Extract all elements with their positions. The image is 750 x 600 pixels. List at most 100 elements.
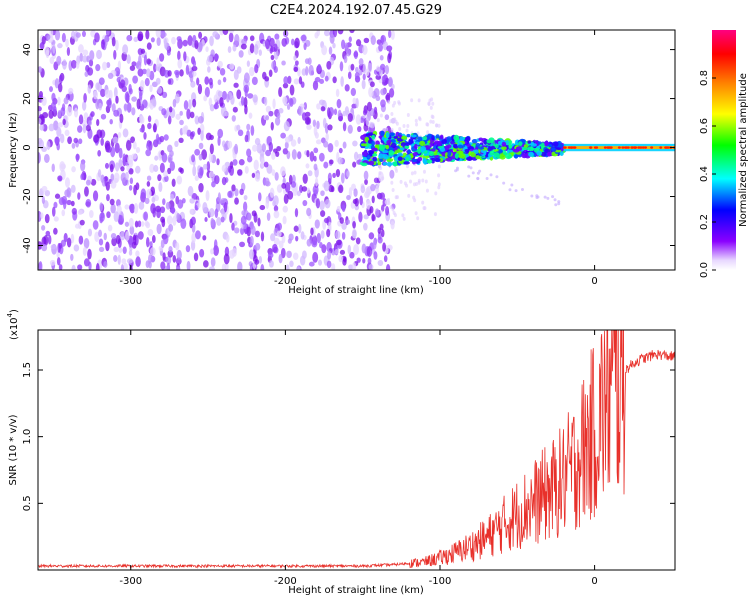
heatmap-cell xyxy=(53,227,58,235)
heatmap-cell xyxy=(426,130,430,135)
snr-y-label: SNR (10 * v/v) xyxy=(8,414,19,485)
snr-x-tick-label: 0 xyxy=(591,576,597,587)
heatmap-cell xyxy=(537,141,542,145)
heatmap-cell xyxy=(167,167,172,175)
heatmap-cell xyxy=(162,198,166,206)
heatmap-cell xyxy=(332,42,336,49)
heatmap-cell xyxy=(518,141,523,147)
heatmap-cell xyxy=(61,32,66,43)
heatmap-cell xyxy=(380,229,385,238)
heatmap-cell xyxy=(146,68,151,78)
heatmap-cell xyxy=(78,114,84,125)
heatmap-cell xyxy=(147,228,154,236)
heatmap-cell xyxy=(410,98,414,103)
heatmap-cell xyxy=(334,139,339,147)
heatmap-cell xyxy=(106,145,112,153)
heatmap-cell xyxy=(132,234,137,246)
heatmap-cell xyxy=(554,149,562,153)
heatmap-cell xyxy=(328,221,332,231)
heatmap-cell xyxy=(209,104,215,112)
heatmap-cell xyxy=(317,63,322,72)
heatmap-cell xyxy=(82,100,87,111)
heatmap-cell xyxy=(113,49,117,60)
heatmap-cell xyxy=(103,261,108,268)
spectrogram-frame xyxy=(37,29,676,271)
heatmap-cell xyxy=(306,207,312,217)
heatmap-cell xyxy=(113,172,120,183)
heatmap-cell xyxy=(217,192,221,204)
heatmap-cell xyxy=(372,239,377,250)
heatmap-cell xyxy=(225,234,230,243)
heatmap-cell xyxy=(251,172,256,178)
heatmap-cell xyxy=(128,203,135,212)
heatmap-cell xyxy=(316,30,320,37)
heatmap-cell xyxy=(301,186,308,192)
heatmap-cell xyxy=(175,242,180,251)
heatmap-cell xyxy=(386,161,393,167)
heatmap-cell xyxy=(234,197,239,205)
heatmap-cell xyxy=(192,98,197,108)
heatmap-cell xyxy=(66,187,72,198)
heatmap-cell xyxy=(343,256,347,263)
heatmap-cell xyxy=(226,93,230,103)
heatmap-cell xyxy=(200,130,204,141)
heatmap-cell xyxy=(352,262,357,270)
heatmap-cell xyxy=(355,114,362,125)
heatmap-cell xyxy=(194,204,198,211)
heatmap-cell xyxy=(388,30,392,39)
heatmap-cell xyxy=(329,33,335,44)
heatmap-cell xyxy=(360,143,368,147)
heatmap-cell xyxy=(210,49,215,58)
heatmap-cell xyxy=(77,209,83,216)
heatmap-cell xyxy=(244,165,249,174)
heatmap-cell xyxy=(248,249,255,260)
heatmap-cell xyxy=(390,127,394,132)
heatmap-cell xyxy=(271,169,276,176)
heatmap-cell xyxy=(313,147,319,154)
heatmap-cell xyxy=(400,142,407,147)
heatmap-cell xyxy=(551,195,555,199)
heatmap-cell xyxy=(183,51,187,62)
heatmap-cell xyxy=(263,161,269,168)
heatmap-cell xyxy=(81,119,88,127)
heatmap-cell xyxy=(356,257,361,263)
heatmap-cell xyxy=(595,146,599,149)
heatmap-cell xyxy=(389,205,393,210)
heatmap-cell xyxy=(109,118,113,125)
heatmap-cell xyxy=(118,247,123,253)
heatmap-cell xyxy=(546,151,552,157)
heatmap-cell xyxy=(363,214,369,220)
heatmap-cell xyxy=(426,159,433,164)
heatmap-cell xyxy=(318,152,325,162)
heatmap-cell xyxy=(630,146,634,149)
heatmap-cell xyxy=(379,223,384,231)
heatmap-cell xyxy=(352,161,357,168)
heatmap-cell xyxy=(323,161,329,169)
heatmap-cell xyxy=(241,210,246,216)
heatmap-cell xyxy=(271,151,276,160)
heatmap-cell xyxy=(414,182,418,187)
heatmap-cell xyxy=(186,260,191,270)
heatmap-cell xyxy=(111,237,117,247)
heatmap-cell xyxy=(341,231,346,240)
heatmap-cell xyxy=(302,173,308,184)
heatmap-cell xyxy=(156,208,161,219)
heatmap-cell xyxy=(239,241,246,248)
heatmap-cell xyxy=(139,115,145,124)
heatmap-cell xyxy=(557,202,561,206)
heatmap-cell xyxy=(281,60,286,66)
heatmap-cell xyxy=(57,122,64,128)
heatmap-cell xyxy=(408,179,412,184)
heatmap-cell xyxy=(132,75,138,84)
heatmap-cell xyxy=(393,100,397,105)
heatmap-cell xyxy=(276,222,282,231)
heatmap-cell xyxy=(104,162,110,169)
heatmap-cell xyxy=(272,243,278,253)
heatmap-cell xyxy=(198,153,203,161)
heatmap-cell xyxy=(357,153,363,160)
heatmap-cell xyxy=(466,156,473,161)
heatmap-cell xyxy=(217,136,221,147)
heatmap-cell xyxy=(384,114,390,121)
heatmap-cell xyxy=(160,31,167,38)
spectrogram-y-tick-label: 20 xyxy=(22,92,33,105)
